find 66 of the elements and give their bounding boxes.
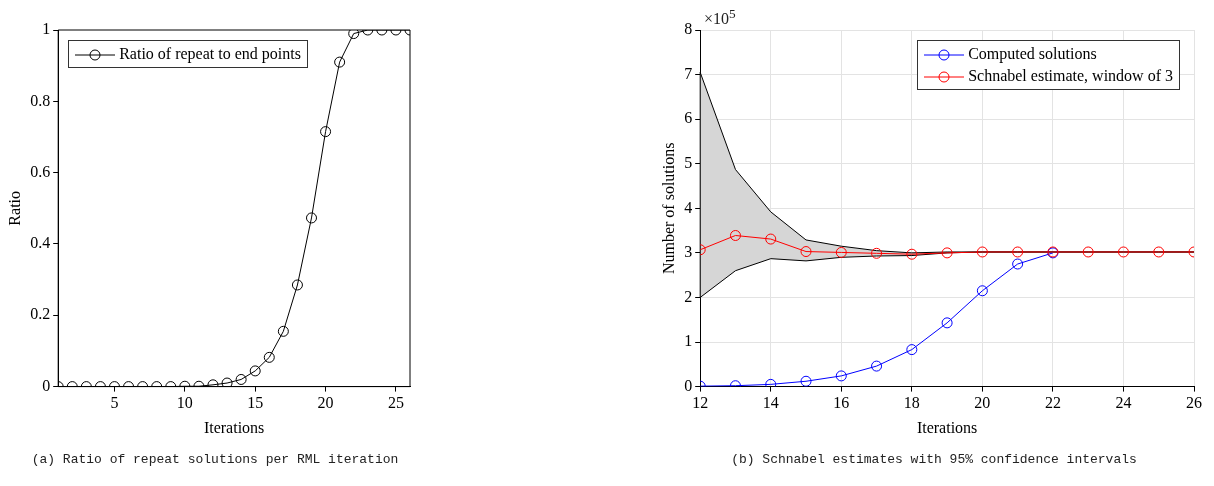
x-tick-label: 12 — [692, 394, 709, 412]
x-tick-label: 5 — [110, 394, 119, 412]
point — [871, 247, 883, 259]
y-tick-label: 0 — [684, 376, 693, 394]
point — [235, 373, 247, 385]
point — [800, 375, 812, 387]
text: (a) Ratio of repeat solutions per RML iteration — [30, 452, 400, 467]
y-tick-label: 0.6 — [30, 162, 51, 180]
point — [941, 247, 953, 259]
y-tick-label: 1 — [684, 332, 693, 350]
point — [291, 279, 303, 291]
point — [871, 360, 883, 372]
text: (b) Schnabel estimates with 95% confidence intervals — [730, 452, 1138, 467]
point — [765, 378, 777, 387]
x-tick-label: 14 — [762, 394, 779, 412]
y-tick-label: 2 — [684, 287, 693, 305]
legend-label: Computed solutions — [968, 45, 1097, 62]
x-tick-label: 20 — [974, 394, 991, 412]
y-tick-label: 3 — [684, 243, 693, 261]
legend-label: Ratio of repeat to end points — [119, 45, 301, 62]
point — [835, 370, 847, 382]
y-tick-label: 0.4 — [30, 234, 51, 252]
y-tick-label: 0.8 — [30, 91, 51, 109]
point — [277, 325, 289, 337]
y-axis-title: Ratio — [5, 190, 23, 226]
x-axis-title: Iterations — [203, 418, 265, 436]
point — [348, 30, 360, 40]
text: ×10$^{5}$ — [704, 6, 736, 29]
point — [1012, 246, 1024, 258]
point — [1117, 246, 1129, 258]
x-axis-title: Iterations — [916, 418, 978, 436]
point — [1153, 246, 1165, 258]
point — [906, 248, 918, 260]
y-axis-title: Number of solutions — [659, 142, 677, 275]
x-tick-label: 25 — [387, 394, 404, 412]
point — [1082, 246, 1094, 258]
y-tick-label: 1 — [42, 20, 51, 38]
y-tick-label: 0.2 — [30, 305, 51, 323]
x-tick-label: 20 — [317, 394, 334, 412]
y-tick-label: 4 — [684, 198, 693, 216]
legend-label: Schnabel estimate, window of 3 — [968, 67, 1173, 84]
point — [765, 233, 777, 245]
point — [835, 246, 847, 258]
x-tick-label: 22 — [1044, 394, 1061, 412]
y-tick-label: 7 — [684, 64, 693, 82]
point — [800, 246, 812, 258]
x-tick-label: 15 — [247, 394, 264, 412]
y-tick-label: 5 — [684, 153, 693, 171]
x-tick-label: 16 — [833, 394, 850, 412]
x-tick-label: 10 — [176, 394, 193, 412]
point — [729, 229, 741, 241]
x-tick-label: 18 — [903, 394, 920, 412]
point — [906, 344, 918, 356]
point — [976, 285, 988, 297]
point — [941, 317, 953, 329]
point — [976, 246, 988, 258]
point — [263, 351, 275, 363]
point — [320, 126, 332, 138]
y-tick-label: 6 — [684, 109, 693, 127]
y-tick-label: 0 — [42, 376, 51, 394]
y-tick-label: 8 — [684, 20, 693, 38]
x-tick-label: 26 — [1186, 394, 1202, 412]
point — [221, 377, 233, 387]
point — [306, 212, 317, 224]
x-tick-label: 24 — [1115, 394, 1132, 412]
point — [1012, 258, 1024, 270]
